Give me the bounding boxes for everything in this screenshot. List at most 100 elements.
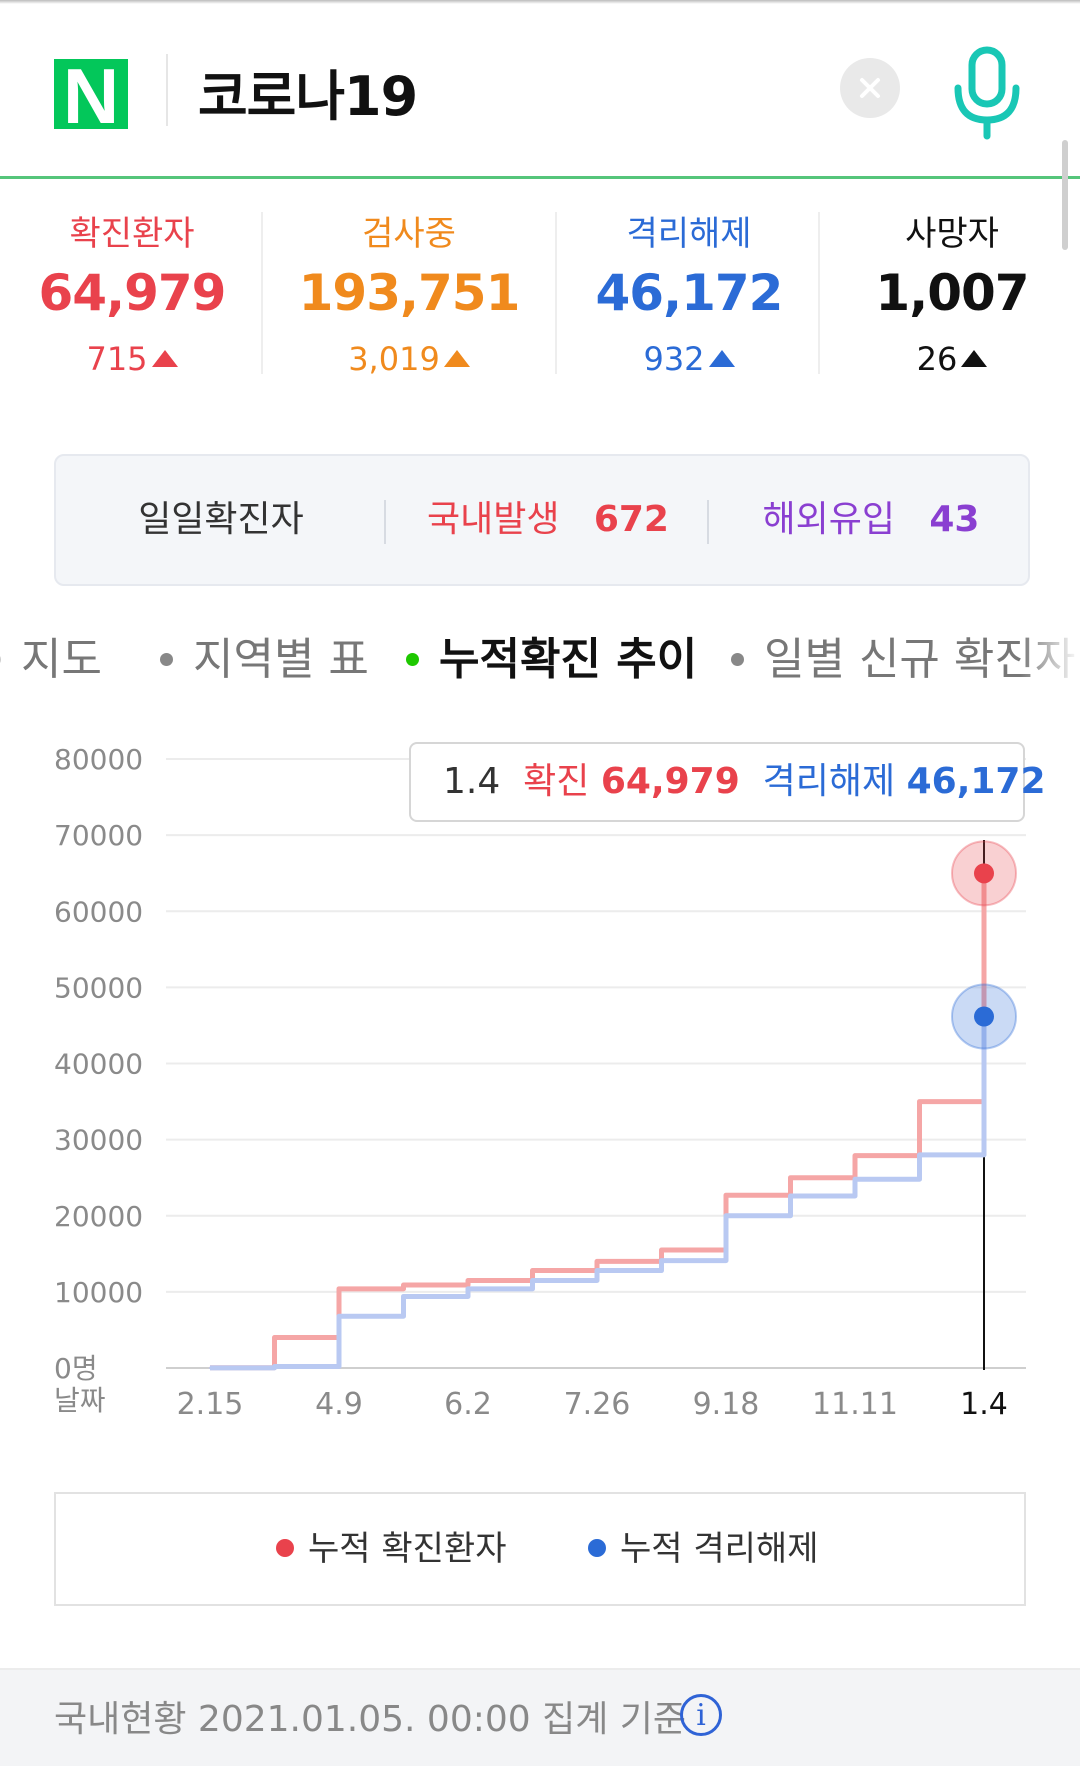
- stat-label: 격리해제: [626, 214, 752, 254]
- data-point: [725, 1214, 727, 1217]
- chart-tabs: 지도 지역별 표 누적확진 추이 일별 신규 확진자: [0, 620, 1080, 700]
- legend-confirmed[interactable]: 누적 확진환자: [276, 1494, 507, 1604]
- daily-overseas: 해외유입 43: [711, 456, 1031, 584]
- clear-search-button[interactable]: [840, 58, 900, 118]
- chart-tooltip: 1.4 확진 64,979 격리해제 46,172: [409, 742, 1046, 822]
- chart-legend: 누적 확진환자 누적 격리해제: [54, 1492, 1026, 1606]
- domestic-value: 672: [593, 499, 669, 540]
- data-point: [918, 1100, 921, 1103]
- y-tick-label: 50000: [54, 971, 143, 1004]
- stat-value: 193,751: [298, 264, 521, 322]
- increase-arrow-icon: [708, 349, 735, 367]
- data-point: [273, 1365, 276, 1368]
- data-point: [660, 1249, 663, 1252]
- overseas-value: 43: [929, 499, 980, 540]
- stat-label: 사망자: [905, 214, 999, 254]
- logo-letter: N: [63, 59, 119, 129]
- data-point: [596, 1260, 598, 1263]
- daily-label: 일일확진자: [138, 499, 304, 540]
- data-point: [273, 1336, 276, 1339]
- y-tick-label: 30000: [54, 1124, 143, 1157]
- search-input[interactable]: 코로나19: [198, 65, 418, 128]
- stat-change: 3,019: [279, 340, 539, 378]
- data-point: [854, 1154, 856, 1157]
- tab-label: 지역별 표: [193, 634, 369, 685]
- stat-change: 932: [559, 340, 819, 378]
- stat-divider: [261, 212, 263, 374]
- legend-label: 누적 확진환자: [308, 1529, 507, 1569]
- daily-divider: [384, 500, 386, 544]
- data-point: [467, 1287, 469, 1290]
- data-point: [789, 1194, 792, 1197]
- domestic-label: 국내발생: [427, 499, 560, 540]
- y-tick-label: 80000: [54, 743, 143, 776]
- stat-value: 64,979: [38, 264, 227, 322]
- legend-released[interactable]: 누적 격리해제: [588, 1494, 819, 1604]
- microphone-icon[interactable]: [950, 44, 1024, 140]
- data-point: [467, 1279, 469, 1282]
- daily-domestic: 국내발생 672: [388, 456, 708, 584]
- x-axis-label: 날짜: [54, 1384, 106, 1417]
- legend-dot: [588, 1538, 606, 1557]
- data-point: [660, 1259, 663, 1262]
- data-point: [338, 1315, 340, 1318]
- data-point: [209, 1366, 211, 1369]
- stat-divider: [818, 212, 820, 374]
- naver-logo[interactable]: N: [54, 59, 128, 129]
- tooltip-confirmed-value: 64,979: [600, 761, 740, 802]
- tab-label: 누적확진 추이: [439, 634, 698, 685]
- x-tick-label: 9.18: [693, 1387, 760, 1422]
- data-point: [596, 1269, 598, 1272]
- tooltip-released-value: 46,172: [906, 761, 1046, 802]
- increase-arrow-icon: [443, 349, 470, 367]
- status-shadow: [0, 0, 1080, 4]
- increase-arrow-icon: [961, 349, 988, 367]
- tab-cumulative-trend[interactable]: 누적확진 추이: [406, 620, 697, 700]
- tab-label: 지도: [21, 634, 102, 685]
- stat-change: 715: [2, 340, 262, 378]
- stats-summary: 확진환자 64,979 715 검사중 193,751 3,019 격리해제 4…: [0, 200, 1080, 390]
- y-tick-label: 40000: [54, 1048, 143, 1081]
- x-tick-label: 4.9: [315, 1387, 363, 1422]
- tab-region-table[interactable]: 지역별 표: [160, 620, 369, 700]
- page-scrollbar[interactable]: [1062, 140, 1068, 250]
- y-tick-label: 10000: [54, 1276, 143, 1309]
- search-header: N 코로나19: [0, 4, 1080, 179]
- data-point: [854, 1178, 856, 1181]
- footer-text: 국내현황 2021.01.05. 00:00 집계 기준: [54, 1699, 687, 1740]
- stat-value: 1,007: [875, 264, 1029, 322]
- data-point: [402, 1295, 405, 1298]
- y-tick-label: 60000: [54, 895, 143, 928]
- stat-deaths[interactable]: 사망자 1,007 26: [822, 200, 1080, 390]
- data-point: [725, 1194, 727, 1197]
- legend-label: 누적 격리해제: [620, 1529, 819, 1569]
- highlight-point: [974, 863, 994, 884]
- series-line-released: [210, 1016, 987, 1371]
- cumulative-chart[interactable]: 80000 70000 60000 50000 40000 30000 20000 10000…: [0, 710, 1080, 1450]
- x-tick-label: 11.11: [812, 1387, 898, 1422]
- data-point: [789, 1176, 792, 1179]
- x-tick-label: 1.4: [960, 1387, 1008, 1422]
- x-tick-label: 7.26: [564, 1387, 631, 1422]
- tab-map[interactable]: 지도: [0, 620, 102, 700]
- tooltip-released-label: 격리해제: [762, 761, 896, 802]
- series-line-confirmed: [210, 873, 987, 1371]
- close-icon: [860, 78, 880, 98]
- stat-testing[interactable]: 검사중 193,751 3,019: [279, 200, 539, 390]
- stat-divider: [555, 212, 557, 374]
- data-point: [338, 1287, 340, 1290]
- info-icon[interactable]: i: [680, 1694, 722, 1736]
- stat-value: 46,172: [595, 264, 784, 322]
- data-point: [531, 1269, 534, 1272]
- y-tick-label: 70000: [54, 819, 143, 852]
- daily-divider: [707, 500, 709, 544]
- tooltip-confirmed-label: 확진: [523, 761, 590, 802]
- data-point: [531, 1279, 534, 1282]
- stat-released[interactable]: 격리해제 46,172 932: [559, 200, 819, 390]
- legend-dot: [276, 1538, 294, 1557]
- stat-confirmed[interactable]: 확진환자 64,979 715: [2, 200, 262, 390]
- overseas-label: 해외유입: [762, 499, 896, 540]
- data-point: [402, 1284, 405, 1287]
- x-tick-label: 2.15: [177, 1387, 244, 1422]
- tabs-fade: [1020, 620, 1080, 700]
